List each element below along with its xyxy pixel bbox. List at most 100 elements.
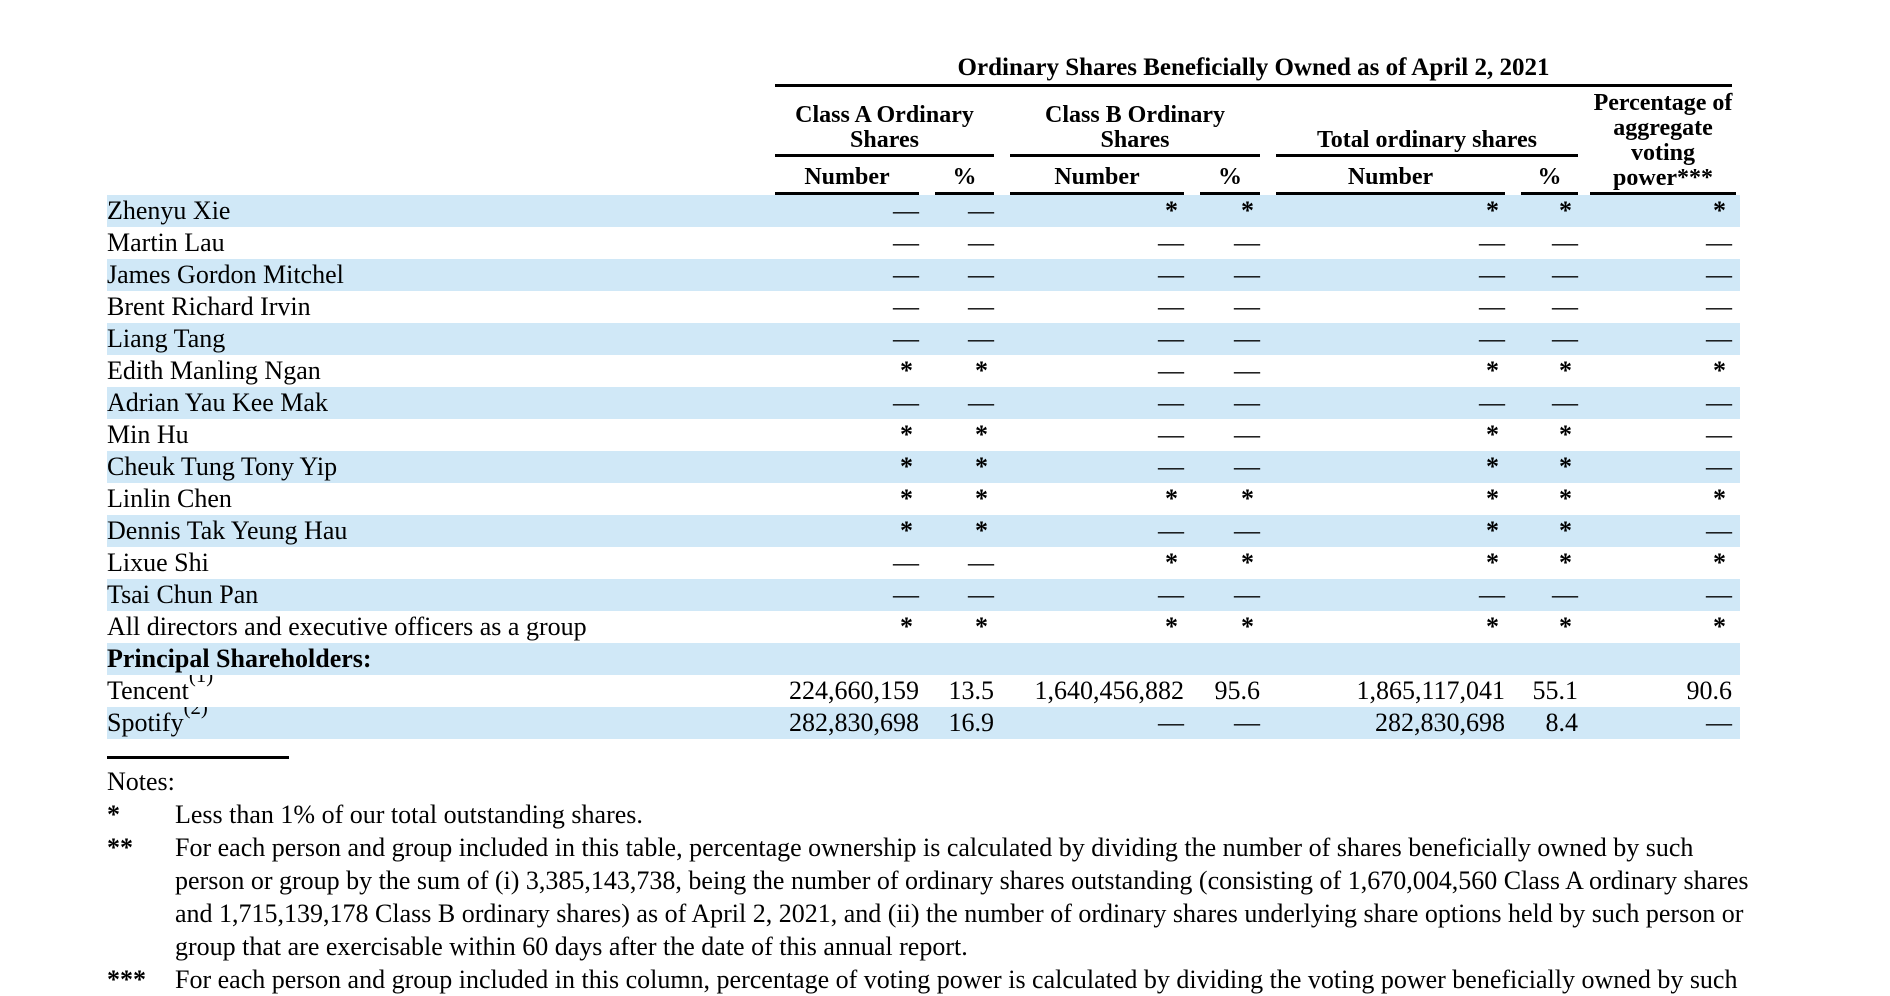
col-group-class-b: Class B Ordinary Shares (1002, 91, 1268, 157)
notes-separator (107, 756, 289, 759)
class-b-number-value: — (1158, 292, 1184, 321)
class-a-percent-value: * (975, 484, 988, 513)
total-shares-label: Total ordinary shares (1276, 128, 1578, 157)
table-row: Linlin Chen * * * * * * * (107, 483, 1740, 515)
col-header-class-b-percent: % (1192, 157, 1268, 195)
class-a-percent-value: — (968, 580, 994, 609)
table-row: Cheuk Tung Tony Yip * * — — * * — (107, 451, 1741, 483)
class-b-percent-value: — (1234, 452, 1260, 481)
total-percent-value (1513, 643, 1586, 675)
shareholder-name: Linlin Chen (107, 484, 232, 513)
class-a-number-value: * (900, 420, 913, 449)
class-b-percent-value: — (1234, 388, 1260, 417)
class-a-percent-value: * (975, 420, 988, 449)
class-a-percent-value: 16.9 (948, 708, 995, 737)
class-b-number-value: — (1158, 324, 1184, 353)
col-header-class-a-percent: % (927, 157, 1002, 195)
total-percent-value: — (1552, 388, 1578, 417)
class-a-percent-value: * (975, 516, 988, 545)
class-a-number-value: 282,830,698 (789, 708, 919, 737)
total-number-value: — (1479, 388, 1505, 417)
total-percent-value: * (1559, 452, 1572, 481)
total-percent-value: * (1559, 612, 1572, 641)
class-a-percent-value: — (968, 548, 994, 577)
shareholder-name: James Gordon Mitchel (107, 260, 344, 289)
total-percent-value: — (1552, 324, 1578, 353)
table-row: Edith Manling Ngan * * — — * * * (107, 355, 1740, 387)
footnote-ref: (1) (188, 675, 214, 688)
total-number-value (1268, 643, 1513, 675)
table-row: Tsai Chun Pan — — — — — — — (107, 579, 1741, 611)
table-row: Martin Lau — — — — — — — (107, 227, 1740, 259)
shareholder-name: Liang Tang (107, 324, 226, 353)
note-text: For each person and group included in th… (175, 965, 1738, 994)
name-column-spacer (107, 54, 767, 91)
total-percent-value: — (1552, 292, 1578, 321)
shareholder-name: Adrian Yau Kee Mak (107, 388, 328, 417)
note-item: * Less than 1% of our total outstanding s… (107, 798, 1765, 831)
note-text: For each person and group included in th… (175, 833, 1749, 961)
total-number-value: — (1479, 580, 1505, 609)
note-item: *** For each person and group included in… (107, 963, 1765, 996)
total-number-value: * (1486, 356, 1499, 385)
table-row: Min Hu * * — — * * — (107, 419, 1740, 451)
col-header-total-percent: % (1513, 157, 1586, 195)
class-b-number-value: — (1158, 228, 1184, 257)
class-a-percent-value: * (975, 612, 988, 641)
class-b-number-value: — (1158, 580, 1184, 609)
total-number-value: * (1486, 548, 1499, 577)
class-b-number-value: 1,640,456,882 (1034, 676, 1185, 705)
shareholder-name: Lixue Shi (107, 548, 209, 577)
table-row: James Gordon Mitchel — — — — — — — (107, 259, 1741, 291)
class-b-number-value (1002, 643, 1192, 675)
total-number-value: * (1486, 452, 1499, 481)
table-row: Lixue Shi — — * * * * * (107, 547, 1740, 579)
class-b-percent-value: 95.6 (1214, 676, 1261, 705)
class-a-number-value: — (893, 228, 919, 257)
voting-power-value: — (1706, 388, 1733, 417)
note-marker: ** (107, 833, 133, 862)
class-a-number-value: — (893, 548, 919, 577)
voting-power-value: — (1706, 580, 1733, 609)
shareholder-name: All directors and executive officers as … (107, 612, 587, 641)
shareholder-name: Tsai Chun Pan (107, 580, 259, 609)
class-b-number-value: — (1158, 388, 1184, 417)
spanner-row: Ordinary Shares Beneficially Owned as of… (107, 54, 1740, 91)
total-number-value: * (1486, 516, 1499, 545)
class-a-percent-value: 13.5 (948, 676, 995, 705)
class-b-number-value: * (1165, 548, 1178, 577)
voting-power-value: — (1706, 228, 1733, 257)
col-group-class-a: Class A Ordinary Shares (767, 91, 1002, 157)
class-b-percent-value: — (1234, 228, 1260, 257)
table-body: Zhenyu Xie — — * * * * * Martin Lau — — … (107, 195, 1741, 739)
notes-list: * Less than 1% of our total outstanding s… (107, 798, 1765, 996)
voting-power-label-bottom: power*** (1590, 166, 1737, 195)
class-a-number-value: — (893, 388, 919, 417)
note-marker: * (107, 800, 120, 829)
class-a-percent-value: — (968, 228, 994, 257)
class-b-percent-value: — (1234, 292, 1260, 321)
voting-power-value: — (1706, 260, 1733, 289)
voting-power-value: * (1713, 612, 1727, 641)
shareholder-name: Min Hu (107, 420, 189, 449)
class-a-percent-value: — (968, 292, 994, 321)
class-b-number-value: — (1158, 420, 1184, 449)
shareholder-name: Tencent(1) (107, 675, 767, 707)
class-a-percent-value: — (968, 260, 994, 289)
class-a-number-value: — (893, 580, 919, 609)
table-title: Ordinary Shares Beneficially Owned as of… (775, 54, 1733, 87)
class-a-number-value: — (893, 260, 919, 289)
class-b-number-value: — (1158, 516, 1184, 545)
notes-section: Notes: * Less than 1% of our total outsta… (107, 756, 1765, 996)
table-title-cell: Ordinary Shares Beneficially Owned as of… (767, 54, 1740, 91)
note-item: ** For each person and group included in … (107, 831, 1765, 963)
table-header: Ordinary Shares Beneficially Owned as of… (107, 54, 1740, 195)
note-text: Less than 1% of our total outstanding sh… (175, 800, 643, 829)
class-b-number-value: — (1158, 452, 1184, 481)
col-header-total-number: Number (1268, 157, 1513, 195)
total-number-value: * (1486, 196, 1499, 225)
class-b-percent-value: — (1234, 260, 1260, 289)
table-row: All directors and executive officers as … (107, 611, 1740, 643)
voting-power-value: — (1706, 420, 1733, 449)
total-percent-value: * (1559, 484, 1572, 513)
